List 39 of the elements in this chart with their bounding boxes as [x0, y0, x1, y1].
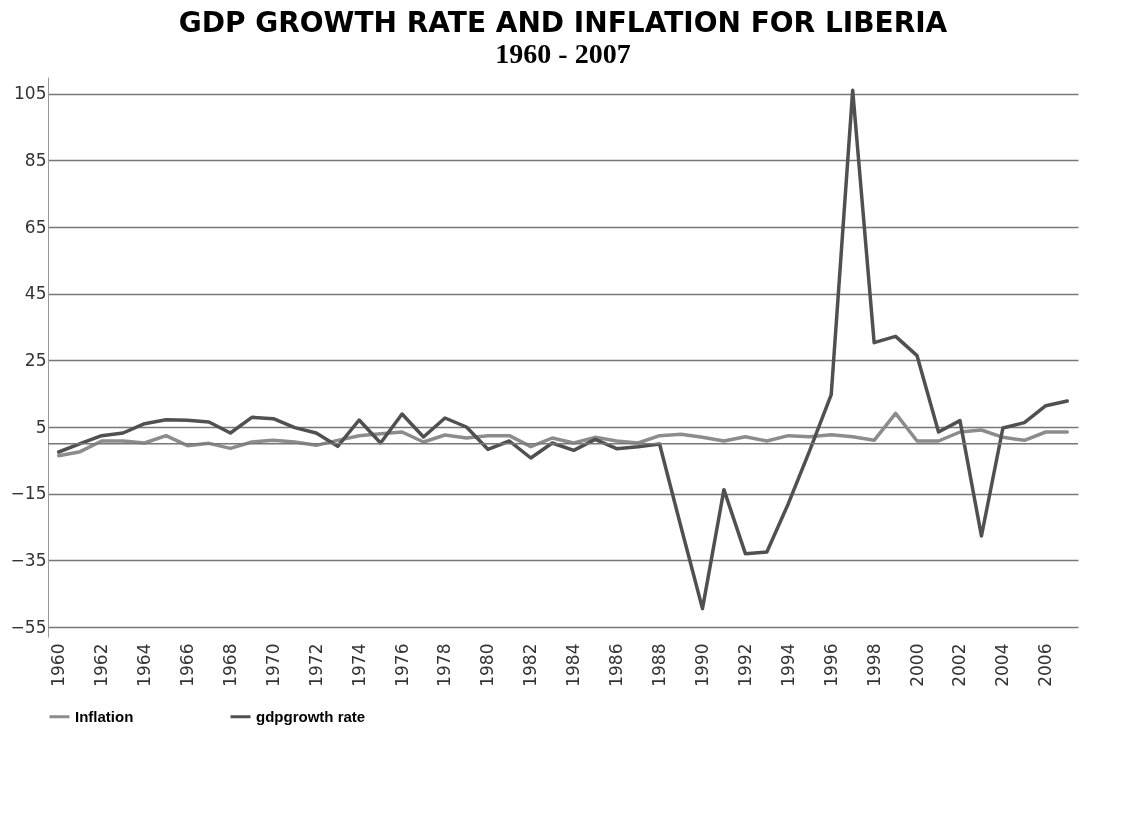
y-tick-label: 105	[14, 83, 47, 104]
x-tick-label: 1972	[305, 643, 326, 687]
x-tick-label: 1976	[391, 643, 412, 687]
y-tick-label: −35	[10, 549, 47, 570]
line-series	[56, 88, 1070, 611]
x-tick-label: 1992	[734, 643, 755, 687]
chart-subtitle: 1960 - 2007	[495, 38, 631, 69]
x-tick-label: 1966	[176, 643, 197, 687]
x-tick-label: 2006	[1035, 643, 1056, 687]
x-tick-label: 1980	[477, 643, 498, 687]
legend-label: Inflation	[75, 707, 134, 725]
x-tick-label: 1984	[563, 643, 584, 687]
x-tick-label: 1990	[691, 643, 712, 687]
y-tick-label: 5	[35, 416, 47, 437]
x-tick-label: 2002	[949, 643, 970, 687]
line-series	[56, 411, 1070, 458]
x-tick-label: 1968	[219, 643, 240, 687]
x-tick-label: 1960	[48, 643, 69, 687]
y-tick-label: 85	[24, 149, 47, 170]
y-tick-label: −15	[10, 483, 47, 504]
y-tick-label: 45	[24, 283, 47, 304]
x-tick-label: 2000	[906, 643, 927, 687]
x-tick-label: 1988	[649, 643, 670, 687]
legend-label: gdpgrowth rate	[256, 707, 366, 725]
x-tick-label: 1964	[134, 643, 155, 687]
x-tick-label: 1994	[777, 643, 798, 687]
y-tick-label: −55	[10, 616, 47, 637]
chart-title: GDP GROWTH RATE AND INFLATION FOR LIBERIA	[178, 6, 948, 39]
x-tick-label: 1974	[348, 643, 369, 687]
x-tick-label: 2004	[992, 643, 1013, 687]
x-tick-label: 1996	[820, 643, 841, 687]
x-tick-label: 1998	[863, 643, 884, 687]
x-tick-label: 1982	[520, 643, 541, 687]
x-tick-label: 1978	[434, 643, 455, 687]
y-tick-label: 25	[24, 349, 47, 370]
x-tick-label: 1970	[262, 643, 283, 687]
x-tick-label: 1962	[91, 643, 112, 687]
x-tick-label: 1986	[606, 643, 627, 687]
y-tick-label: 65	[24, 216, 47, 237]
